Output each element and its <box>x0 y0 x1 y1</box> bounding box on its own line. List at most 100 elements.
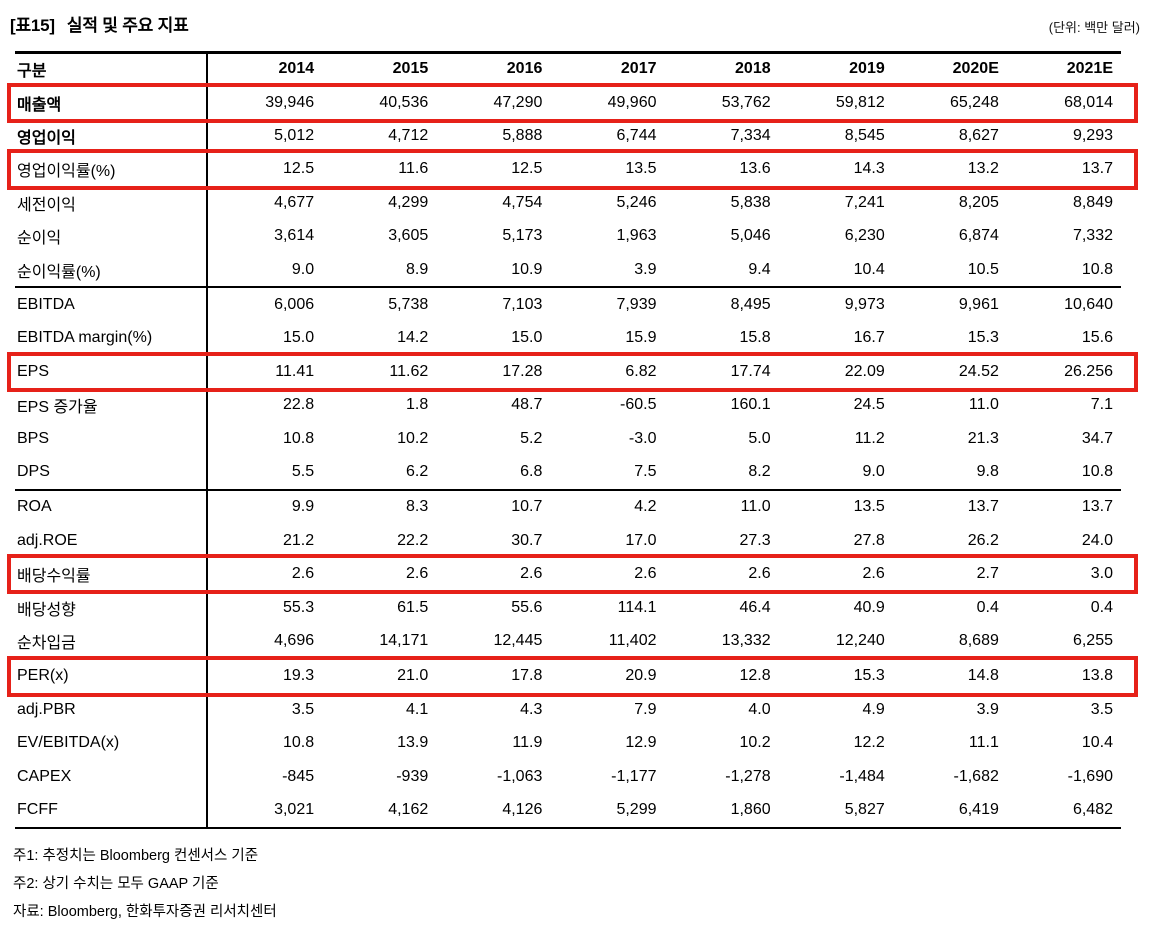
column-header: 2016 <box>506 60 543 77</box>
value-cell: 15.0 <box>511 329 543 347</box>
value-cell: 5,246 <box>616 193 657 211</box>
row-label: adj.PBR <box>15 693 208 727</box>
value-cell: -1,690 <box>1067 767 1113 785</box>
value-cell: 55.3 <box>282 598 315 616</box>
value-cell: 30.7 <box>511 531 543 549</box>
value-cell: 7.9 <box>634 700 657 718</box>
value-cell: -1,682 <box>953 767 999 785</box>
value-cell: 4.1 <box>406 700 429 718</box>
value-cell: 15.3 <box>967 329 999 347</box>
value-cell: 15.0 <box>282 329 315 347</box>
table-row: BPS 10.8 10.2 5.2 -3.0 5.0 11.2 21.3 34.7 <box>15 421 1121 456</box>
column-header: 2020E <box>952 60 999 77</box>
table-header-row: 구분 2014 2015 2016 2017 2018 2019 2020E 2021E <box>15 54 1121 86</box>
value-cell: 2.6 <box>406 565 429 583</box>
value-cell: 24.5 <box>853 396 885 414</box>
value-cell: 8,689 <box>958 631 999 649</box>
value-cell: 13.7 <box>967 498 999 516</box>
table-row: 순이익률(%) 9.0 8.9 10.9 3.9 9.4 10.4 10.5 10.8 <box>15 252 1121 287</box>
value-cell: 7.1 <box>1090 396 1113 414</box>
value-cell: 8,849 <box>1072 193 1113 211</box>
value-cell: 27.8 <box>853 531 885 549</box>
row-label: EV/EBITDA(x) <box>15 726 208 760</box>
value-cell: -3.0 <box>628 429 657 447</box>
value-cell: 12,445 <box>493 631 543 649</box>
value-cell: 2.6 <box>862 565 885 583</box>
table-row: DPS 5.5 6.2 6.8 7.5 8.2 9.0 9.8 10.8 <box>15 455 1121 489</box>
value-cell: 9.0 <box>862 462 885 480</box>
value-cell: 12.2 <box>853 734 885 752</box>
value-cell: 4.2 <box>634 498 657 516</box>
value-cell: 6.2 <box>406 462 429 480</box>
value-cell: 9,973 <box>844 296 885 314</box>
table-number-tag: [표15] <box>10 16 55 35</box>
value-cell: 15.9 <box>625 329 657 347</box>
value-cell: 4,299 <box>388 193 429 211</box>
row-label: CAPEX <box>15 759 208 794</box>
row-label: adj.ROE <box>15 524 208 558</box>
row-label: ROA <box>15 490 208 525</box>
table-row: EBITDA margin(%) 15.0 14.2 15.0 15.9 15.8 16.7… <box>15 321 1121 356</box>
table-row: EPS 11.41 11.62 17.28 6.82 17.74 22.09 24.52 26.… <box>7 351 1138 393</box>
value-cell: 68,014 <box>1064 93 1113 111</box>
value-cell: 27.3 <box>739 531 771 549</box>
column-header: 2019 <box>849 60 885 77</box>
value-cell: 6,230 <box>844 227 885 245</box>
value-cell: 13.8 <box>1081 667 1113 685</box>
value-cell: 12.5 <box>511 160 543 178</box>
row-label: 순이익률(%) <box>15 252 208 287</box>
value-cell: 13.7 <box>1081 160 1113 178</box>
value-cell: 13.2 <box>967 160 999 178</box>
table-row: EV/EBITDA(x) 10.8 13.9 11.9 12.9 10.2 12.2 11.1… <box>15 726 1121 760</box>
value-cell: 7,332 <box>1072 227 1113 245</box>
value-cell: 13,332 <box>721 631 771 649</box>
value-cell: 4.0 <box>748 700 771 718</box>
value-cell: 8.3 <box>406 498 429 516</box>
value-cell: 12.9 <box>625 734 657 752</box>
value-cell: 12,240 <box>835 631 885 649</box>
value-cell: 13.9 <box>397 734 429 752</box>
row-label: 영업이익률(%) <box>15 152 208 187</box>
table-row: FCFF 3,021 4,162 4,126 5,299 1,860 5,827 6,419 6… <box>15 793 1121 827</box>
row-label: 배당성향 <box>15 590 208 625</box>
value-cell: 6,006 <box>274 296 315 314</box>
value-cell: 6.8 <box>520 462 543 480</box>
research-report-table-page: [표15] 실적 및 주요 지표 (단위: 백만 달러) 구분 2014 2015 2… <box>7 16 1140 920</box>
value-cell: 13.7 <box>1081 498 1113 516</box>
value-cell: 15.3 <box>853 667 885 685</box>
value-cell: 8,205 <box>958 193 999 211</box>
value-cell: 6,874 <box>958 227 999 245</box>
value-cell: 4.9 <box>862 700 885 718</box>
value-cell: 6,482 <box>1072 800 1113 818</box>
row-label: EBITDA <box>15 288 208 322</box>
value-cell: 19.3 <box>282 667 315 685</box>
value-cell: 3.9 <box>634 260 657 278</box>
row-label: EPS 증가율 <box>15 388 208 422</box>
value-cell: -845 <box>282 767 315 785</box>
value-cell: 9.0 <box>291 260 315 278</box>
table-row: adj.PBR 3.5 4.1 4.3 7.9 4.0 4.9 3.9 3.5 <box>15 693 1121 727</box>
column-header: 2015 <box>392 60 429 77</box>
table-row: 배당성향 55.3 61.5 55.6 114.1 46.4 40.9 0.4 0.4 <box>15 590 1121 625</box>
value-cell: 10,640 <box>1064 296 1113 314</box>
value-cell: -939 <box>396 767 429 785</box>
value-cell: 11.1 <box>968 734 999 752</box>
table-row: PER(x) 19.3 21.0 17.8 20.9 12.8 15.3 14.8 13.8 <box>7 656 1138 697</box>
table-row: 영업이익 5,012 4,712 5,888 6,744 7,334 8,545 8,627 9… <box>15 119 1121 153</box>
value-cell: 22.8 <box>282 396 315 414</box>
value-cell: 20.9 <box>625 667 657 685</box>
value-cell: 40,536 <box>379 93 429 111</box>
value-cell: 13.5 <box>853 498 885 516</box>
table-row: 매출액 39,946 40,536 47,290 49,960 53,762 59,812 6… <box>7 82 1138 124</box>
financial-metrics-table: 구분 2014 2015 2016 2017 2018 2019 2020E 2021E 매출액 3… <box>7 51 1138 829</box>
value-cell: 1,963 <box>616 227 657 245</box>
value-cell: -1,063 <box>497 767 543 785</box>
value-cell: 59,812 <box>835 93 885 111</box>
value-cell: 13.5 <box>625 160 657 178</box>
value-cell: 46.4 <box>739 598 771 616</box>
value-cell: -1,278 <box>725 767 771 785</box>
value-cell: 53,762 <box>721 93 771 111</box>
value-cell: 12.5 <box>282 160 315 178</box>
value-cell: 8.9 <box>406 260 429 278</box>
value-cell: 26.256 <box>1064 362 1113 380</box>
